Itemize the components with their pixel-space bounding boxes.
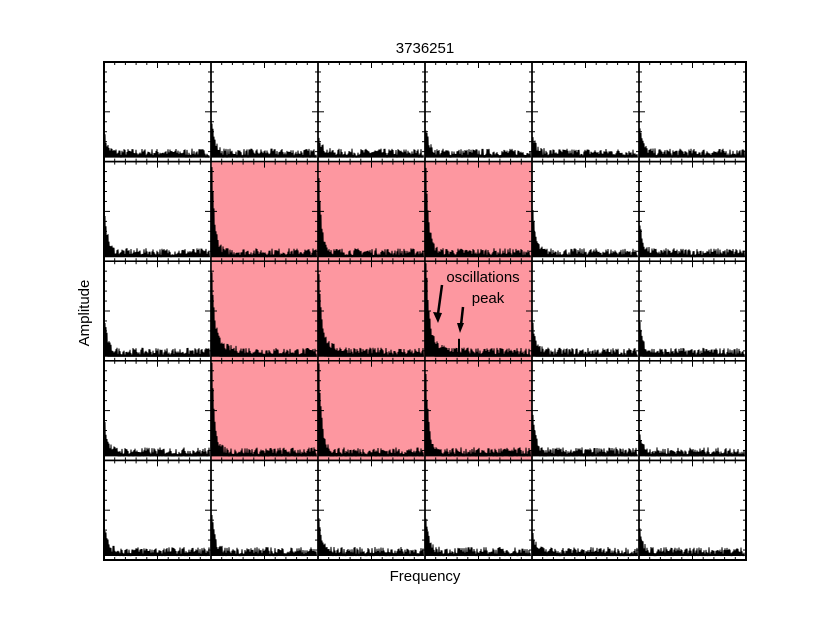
highlight-cell (211, 261, 318, 361)
panel-frame (317, 459, 426, 561)
panel-frame (210, 61, 319, 163)
spectrum (425, 167, 531, 258)
spectrum (532, 414, 638, 457)
panel-frame (638, 160, 747, 262)
panel-grid (103, 61, 747, 561)
panel-frame (638, 360, 747, 462)
spectrum (211, 123, 317, 158)
panel-frame (638, 260, 747, 362)
arrowhead (457, 323, 464, 333)
spectrum (318, 178, 424, 258)
panel-frame (103, 61, 212, 163)
spectrum (104, 422, 210, 457)
spectrum (104, 215, 210, 258)
spectrum (532, 137, 638, 158)
highlight-cell (318, 360, 425, 461)
panel-frame (103, 260, 212, 362)
spectrum (104, 134, 210, 158)
panel-frame (531, 260, 640, 362)
highlight-cell (211, 161, 318, 262)
spectrum (639, 321, 745, 357)
highlight-cell (318, 261, 425, 361)
panel-frame (531, 360, 640, 462)
spectrum (425, 518, 531, 557)
spectrum (318, 518, 424, 557)
panel-frame (210, 459, 319, 561)
arrow (459, 306, 465, 326)
spectrum (639, 434, 745, 457)
highlight-cell (425, 261, 532, 361)
y-axis-label: Amplitude (76, 280, 93, 347)
panel-frame (531, 160, 640, 262)
annotation-text: oscillations (446, 269, 519, 286)
panel-frame (317, 61, 426, 163)
highlight-cell (318, 161, 425, 262)
arrow (436, 284, 444, 315)
spectrum (318, 363, 424, 457)
spectrum (211, 167, 317, 258)
outer-frame (103, 61, 747, 561)
highlight-cell (425, 360, 532, 461)
panel-frame (531, 61, 640, 163)
spectrum (211, 272, 317, 357)
annotation-text: peak (472, 290, 505, 307)
figure-title: 3736251 (396, 40, 454, 57)
spectrum (104, 322, 210, 357)
spectrum (211, 515, 317, 557)
spectrum (639, 128, 745, 158)
spectrum (532, 210, 638, 258)
spectrum (104, 530, 210, 557)
spectrum (425, 130, 531, 158)
spectrum (425, 374, 531, 457)
spectrum (211, 362, 317, 457)
panel-frame (531, 459, 640, 561)
x-axis-label: Frequency (390, 568, 461, 585)
spectrum (639, 225, 745, 258)
panel-frame (424, 61, 533, 163)
highlight-cell (211, 360, 318, 461)
panel-frame (103, 360, 212, 462)
arrowhead (433, 312, 442, 323)
panel-frame (638, 61, 747, 163)
spectrum (639, 528, 745, 557)
spectrum (318, 137, 424, 158)
spectrum (425, 263, 531, 357)
spectrum (318, 274, 424, 357)
annotation-arrows (433, 284, 465, 333)
panel-frame (103, 160, 212, 262)
highlight-cell (425, 161, 532, 262)
spectrum (532, 322, 638, 357)
panel-frame (424, 459, 533, 561)
panel-frame (638, 459, 747, 561)
spectrum (532, 533, 638, 557)
panel-frame (103, 459, 212, 561)
